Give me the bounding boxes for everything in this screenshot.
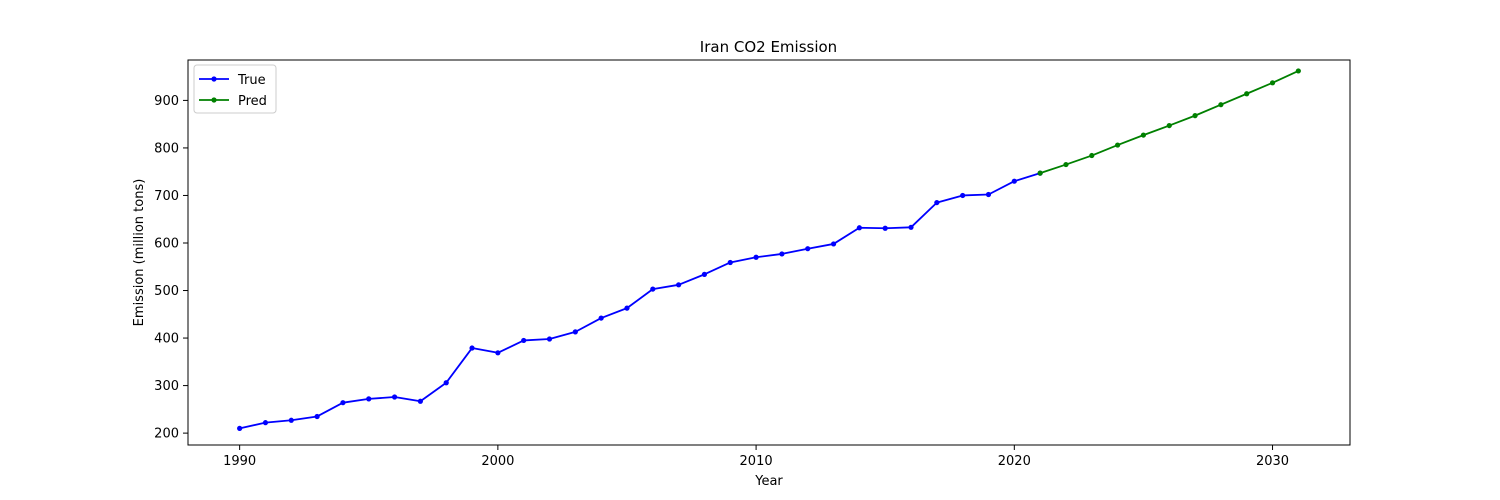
data-point-true-2011: [779, 251, 785, 257]
data-point-true-2005: [624, 305, 630, 311]
data-point-true-2010: [753, 254, 759, 260]
data-point-pred-2024: [1115, 142, 1121, 148]
data-point-true-2004: [598, 315, 604, 321]
data-point-true-2019: [985, 191, 992, 198]
y-tick-label-700: 700: [154, 189, 179, 204]
data-point-true-2009: [727, 259, 733, 266]
data-point-true-2008: [701, 271, 708, 277]
legend-true-label: True: [237, 73, 266, 88]
data-point-pred-2030: [1269, 80, 1276, 86]
data-point-pred-2028: [1218, 102, 1224, 108]
data-point-true-2003: [572, 329, 578, 335]
x-tick-label-2030: 2030: [1256, 454, 1289, 469]
chart-title: Iran CO2 Emission: [700, 38, 837, 56]
plot-area: [237, 68, 1301, 431]
data-point-true-2001: [521, 337, 527, 344]
y-tick-label-600: 600: [154, 236, 179, 251]
data-point-pred-2025: [1140, 132, 1147, 138]
y-tick-label-500: 500: [154, 284, 179, 299]
data-point-true-1999: [469, 345, 475, 351]
y-tick-label-400: 400: [154, 332, 179, 347]
data-point-true-1997: [417, 398, 423, 404]
y-tick-label-200: 200: [154, 427, 179, 442]
y-tick-label-300: 300: [154, 379, 179, 394]
data-point-true-2012: [805, 246, 811, 252]
data-point-true-1996: [391, 394, 398, 400]
data-point-true-1998: [443, 380, 449, 386]
data-point-true-1995: [366, 396, 372, 402]
data-point-true-2017: [934, 199, 940, 206]
x-tick-label-2020: 2020: [998, 454, 1031, 469]
data-point-true-2013: [830, 241, 837, 247]
y-axis-label: Emission (million tons): [132, 179, 147, 327]
legend: True Pred: [193, 64, 277, 114]
plot-frame: [187, 59, 1351, 446]
y-tick-label-900: 900: [154, 94, 179, 109]
series-line-true: [239, 172, 1041, 430]
data-point-pred-2022: [1063, 161, 1069, 168]
data-point-true-2016: [908, 224, 914, 230]
x-axis-label: Year: [754, 474, 783, 489]
x-axis: 1990 2000 2010 2020 2030: [223, 445, 1289, 469]
x-tick-label-1990: 1990: [223, 454, 256, 469]
data-point-true-1993: [314, 413, 320, 420]
data-point-true-2020: [1011, 178, 1017, 184]
y-axis: 200 300 400 500 600 700 800 900: [154, 94, 188, 442]
data-point-true-1991: [262, 420, 269, 426]
y-tick-label-800: 800: [154, 141, 179, 156]
data-point-pred-2021: [1037, 170, 1043, 176]
x-tick-label-2000: 2000: [481, 454, 514, 469]
data-point-true-1990: [237, 425, 243, 431]
data-point-true-2007: [676, 282, 682, 288]
data-point-true-2000: [495, 350, 501, 356]
data-point-true-2015: [882, 225, 888, 231]
data-point-pred-2027: [1192, 113, 1198, 119]
data-point-pred-2029: [1244, 91, 1250, 97]
data-point-true-1992: [288, 417, 294, 423]
x-tick-label-2010: 2010: [740, 454, 773, 469]
series-line-pred: [1039, 70, 1299, 174]
legend-true-marker: [211, 76, 217, 82]
data-point-true-2002: [546, 336, 553, 342]
data-point-true-1994: [340, 400, 346, 406]
data-point-pred-2026: [1166, 122, 1172, 129]
data-point-pred-2023: [1089, 152, 1095, 159]
data-point-true-2018: [960, 192, 966, 199]
legend-pred-marker: [211, 97, 217, 103]
data-point-true-2006: [650, 286, 656, 292]
data-point-true-2014: [856, 225, 862, 231]
data-point-pred-2031: [1295, 68, 1301, 74]
legend-pred-label: Pred: [238, 94, 267, 109]
